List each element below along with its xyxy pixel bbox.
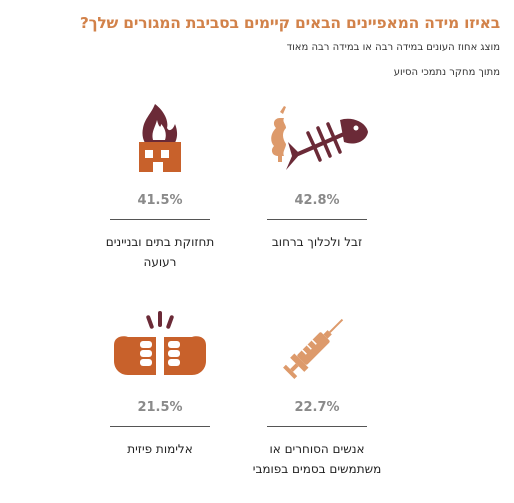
- chart-subtitle: מוצג אחוז העונים במידה רבה או במידה רבה …: [286, 42, 500, 53]
- burning-building-icon: [139, 104, 181, 172]
- stat-label: אלימות פיזית: [85, 439, 235, 459]
- source-note: מתוך מחקר נתמכי הסיוע: [393, 67, 500, 78]
- syringe-icon: [283, 318, 344, 379]
- stat-label-line: תחזוקת בתים ובניינים: [105, 235, 215, 249]
- stat-card-trash: 42.8% זבל ולכלוך ברחוב: [242, 98, 392, 249]
- divider: [267, 426, 367, 427]
- stat-label: תחזוקת בתים ובניינים רעועה: [85, 232, 235, 272]
- stat-label: אנשים הסוחרים או משתמשים בסמים בפומבי: [242, 439, 392, 479]
- stat-value: 21.5%: [137, 400, 183, 415]
- stat-value: 41.5%: [137, 193, 183, 208]
- stat-value: 42.8%: [294, 193, 340, 208]
- stat-label: זבל ולכלוך ברחוב: [242, 232, 392, 252]
- stat-label-line: אנשים הסוחרים או: [269, 442, 365, 456]
- stat-label-line: אלימות פיזית: [127, 442, 193, 456]
- divider: [110, 426, 210, 427]
- stat-card-violence: 21.5% אלימות פיזית: [85, 305, 235, 456]
- fists-icon: [114, 311, 206, 375]
- chart-title: באיזו מידה המאפיינים הבאים קיימים בסביבת…: [79, 14, 500, 32]
- stat-label-line: זבל ולכלוך ברחוב: [271, 235, 363, 249]
- stat-card-drugs: 22.7% אנשים הסוחרים או משתמשים בסמים בפומ…: [242, 305, 392, 476]
- divider: [110, 219, 210, 220]
- stat-label-line: רעועה: [143, 255, 177, 269]
- stat-card-building: 41.5% תחזוקת בתים ובניינים רעועה: [85, 98, 235, 269]
- trash-fish-bone-icon: [271, 106, 368, 170]
- stat-value: 22.7%: [294, 400, 340, 415]
- divider: [267, 219, 367, 220]
- stat-label-line: משתמשים בסמים בפומבי: [252, 462, 382, 476]
